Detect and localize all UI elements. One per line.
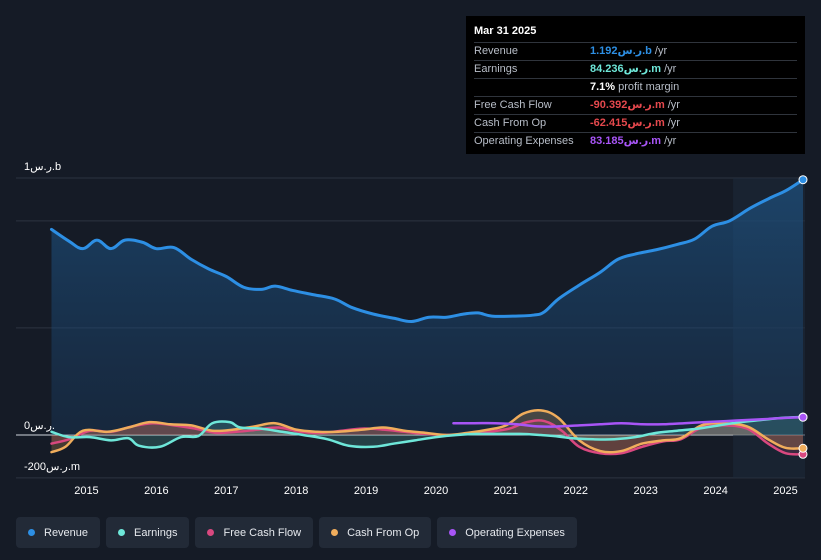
- tooltip-row-value: 84.236ر.س.m: [590, 63, 662, 75]
- legend-item-revenue[interactable]: Revenue: [16, 517, 101, 548]
- legend-dot-icon: [207, 529, 215, 536]
- legend-label: Free Cash Flow: [223, 526, 302, 539]
- x-tick-label: 2019: [354, 485, 378, 497]
- x-tick-label: 2020: [424, 485, 448, 497]
- x-tick-label: 2023: [633, 485, 657, 497]
- cash-from-op-area: [51, 410, 804, 453]
- tooltip-date: Mar 31 2025: [474, 22, 797, 43]
- tooltip: Mar 31 2025 Revenue 1.192ر.س.b/yr Earnings…: [466, 16, 805, 154]
- tooltip-row: Revenue 1.192ر.س.b/yr: [474, 43, 797, 61]
- legend-label: Operating Expenses: [465, 526, 565, 539]
- legend-item-cash-from-op[interactable]: Cash From Op: [319, 517, 432, 548]
- legend-label: Cash From Op: [347, 526, 420, 539]
- tooltip-row-unit: /yr: [667, 99, 680, 111]
- revenue-end-dot: [798, 175, 808, 185]
- x-tick-label: 2016: [144, 485, 168, 497]
- tooltip-row-unit: /yr: [654, 45, 668, 57]
- x-tick-label: 2024: [703, 485, 727, 497]
- x-tick-label: 2015: [74, 485, 98, 497]
- chart-area: 2015 2016 2017 2018 2019 2020 2021 2022 2023 2024…: [16, 161, 808, 497]
- legend-dot-icon: [28, 529, 35, 536]
- legend-item-earnings[interactable]: Earnings: [106, 517, 190, 548]
- financial-chart: 2015 2016 2017 2018 2019 2020 2021 2022 2023 2024…: [16, 161, 808, 497]
- tooltip-row-label: [474, 79, 590, 96]
- tooltip-row-label: Earnings: [474, 63, 518, 75]
- y-axis-label-zero: 0ر.س.: [24, 420, 55, 432]
- free-cash-flow-area: [51, 420, 804, 455]
- x-tick-label: 2021: [494, 485, 518, 497]
- revenue-line: [49, 178, 805, 323]
- x-tick-label: 2025: [773, 485, 797, 497]
- tooltip-row-value: 7.1%: [590, 81, 616, 93]
- y-axis-label-top: 1ر.س.b: [24, 161, 61, 173]
- cash-from-op-line: [50, 408, 805, 454]
- legend-label: Earnings: [134, 526, 178, 539]
- operating-expenses-end-dot: [798, 412, 808, 422]
- x-tick-label: 2018: [284, 485, 308, 497]
- tooltip-row-unit: profit margin: [618, 81, 680, 93]
- tooltip-row: 7.1% profit margin: [474, 79, 797, 97]
- legend-dot-icon: [449, 529, 457, 536]
- tooltip-row: Free Cash Flow -90.392ر.س.m/yr: [474, 97, 797, 115]
- operating-expenses-line: [452, 415, 805, 428]
- legend-item-free-cash-flow[interactable]: Free Cash Flow: [195, 517, 314, 548]
- legend: Revenue Earnings Free Cash Flow Cash From O…: [16, 517, 577, 549]
- tooltip-row-label: Free Cash Flow: [474, 99, 552, 111]
- tooltip-row-label: Cash From Op: [474, 117, 547, 129]
- tooltip-row-label: Operating Expenses: [474, 135, 574, 147]
- x-tick-label: 2022: [564, 485, 588, 497]
- tooltip-row-unit: /yr: [664, 63, 677, 75]
- y-axis-label-bottom: -200ر.س.m: [24, 461, 80, 473]
- legend-item-operating-expenses[interactable]: Operating Expenses: [437, 517, 577, 548]
- tooltip-row-label: Revenue: [474, 45, 519, 57]
- tooltip-row-value: 83.185ر.س.m: [590, 135, 662, 147]
- tooltip-row-value: -62.415ر.س.m: [590, 117, 665, 129]
- tooltip-row-value: -90.392ر.س.m: [590, 99, 665, 111]
- tooltip-row-value: 1.192ر.س.b: [590, 45, 652, 57]
- revenue-area: [51, 179, 804, 435]
- tooltip-row-unit: /yr: [667, 117, 680, 129]
- tooltip-row-unit: /yr: [664, 135, 677, 147]
- tooltip-row: Operating Expenses 83.185ر.س.m/yr: [474, 133, 797, 150]
- legend-label: Revenue: [44, 526, 89, 539]
- earnings-line: [50, 415, 805, 449]
- tooltip-row: Earnings 84.236ر.س.m/yr: [474, 61, 797, 79]
- legend-dot-icon: [118, 529, 126, 536]
- tooltip-row: Cash From Op -62.415ر.س.m/yr: [474, 115, 797, 133]
- legend-dot-icon: [331, 529, 339, 536]
- cash-from-op-end-dot: [798, 443, 808, 453]
- x-tick-label: 2017: [214, 485, 238, 497]
